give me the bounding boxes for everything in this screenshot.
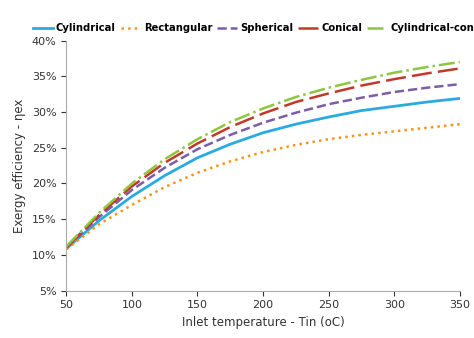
Cylindrical [293, 122, 299, 126]
Cylindrical-conical [162, 157, 167, 161]
Spherical [96, 215, 102, 219]
Spherical [260, 121, 266, 125]
Rectangular [228, 159, 233, 163]
Spherical [228, 133, 233, 137]
Rectangular [162, 185, 167, 189]
Conical [326, 91, 331, 95]
Cylindrical-conical [392, 71, 397, 75]
Conical [129, 184, 135, 188]
Rectangular [96, 222, 102, 226]
Rectangular [64, 247, 69, 251]
Cylindrical [96, 219, 102, 223]
Spherical [293, 111, 299, 115]
Spherical [129, 188, 135, 192]
Cylindrical [129, 194, 135, 198]
Cylindrical-conical [228, 120, 233, 124]
Spherical [195, 147, 201, 151]
Rectangular [293, 143, 299, 147]
Line: Cylindrical: Cylindrical [66, 98, 460, 248]
Spherical [358, 96, 364, 100]
Conical [64, 245, 69, 249]
Cylindrical [326, 115, 331, 119]
Conical [392, 77, 397, 81]
Spherical [162, 166, 167, 170]
Cylindrical [392, 104, 397, 108]
Conical [228, 125, 233, 129]
Cylindrical-conical [129, 182, 135, 186]
Cylindrical-conical [326, 86, 331, 90]
Cylindrical [64, 246, 69, 250]
Conical [358, 83, 364, 88]
Cylindrical [424, 100, 430, 104]
Cylindrical-conical [457, 60, 463, 64]
Rectangular [260, 150, 266, 154]
Cylindrical-conical [358, 78, 364, 82]
Line: Rectangular: Rectangular [66, 124, 460, 249]
Legend: Cylindrical, Rectangular, Spherical, Conical, Cylindrical-conical: Cylindrical, Rectangular, Spherical, Con… [33, 23, 474, 33]
Cylindrical-conical [293, 95, 299, 99]
Cylindrical [228, 142, 233, 146]
Conical [424, 71, 430, 75]
Rectangular [457, 122, 463, 126]
Cylindrical-conical [96, 211, 102, 215]
Conical [162, 161, 167, 165]
Cylindrical [457, 96, 463, 100]
Conical [457, 66, 463, 70]
Cylindrical [162, 174, 167, 178]
Y-axis label: Exergy efficiency - ηex: Exergy efficiency - ηex [13, 98, 27, 233]
Spherical [457, 82, 463, 86]
Spherical [392, 90, 397, 94]
Rectangular [358, 133, 364, 137]
Conical [195, 141, 201, 145]
X-axis label: Inlet temperature - Tin (oC): Inlet temperature - Tin (oC) [182, 316, 345, 329]
Conical [96, 213, 102, 217]
Line: Conical: Conical [66, 68, 460, 247]
Rectangular [195, 171, 201, 175]
Cylindrical-conical [195, 137, 201, 141]
Cylindrical [195, 156, 201, 160]
Spherical [326, 102, 331, 106]
Conical [260, 112, 266, 116]
Cylindrical-conical [64, 244, 69, 248]
Spherical [64, 246, 69, 250]
Line: Cylindrical-conical: Cylindrical-conical [66, 62, 460, 246]
Cylindrical-conical [424, 65, 430, 69]
Cylindrical-conical [260, 106, 266, 111]
Line: Spherical: Spherical [66, 84, 460, 248]
Spherical [424, 86, 430, 90]
Rectangular [392, 129, 397, 134]
Conical [293, 100, 299, 104]
Rectangular [326, 137, 331, 141]
Cylindrical [358, 108, 364, 113]
Cylindrical [260, 131, 266, 135]
Rectangular [424, 126, 430, 130]
Rectangular [129, 203, 135, 207]
